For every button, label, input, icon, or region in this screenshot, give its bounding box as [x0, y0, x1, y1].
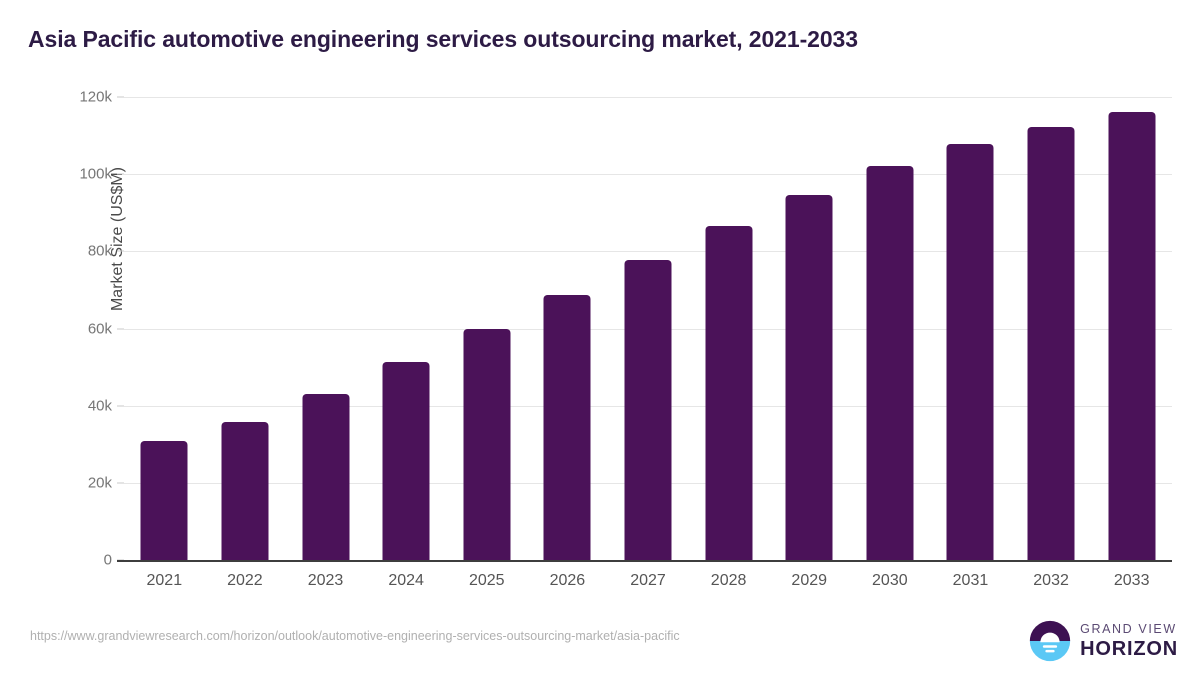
bar-2032[interactable]: [1027, 126, 1075, 560]
bar-2022[interactable]: [221, 421, 269, 560]
bar-band: [124, 97, 205, 560]
bar-2031[interactable]: [946, 144, 994, 560]
gridline: [124, 251, 1172, 253]
bar-band: [1011, 97, 1092, 560]
y-axis-tick-label: 100k: [79, 165, 112, 183]
x-axis-tick-label: 2033: [1113, 572, 1150, 589]
x-axis-tick-label: 2030: [872, 572, 908, 589]
x-axis-tick-label: 2022: [227, 572, 263, 589]
bar-band: [446, 97, 527, 560]
y-axis-tick-mark: [117, 173, 124, 175]
bar-2025[interactable]: [463, 328, 511, 560]
y-axis-tick-label: 0: [103, 551, 112, 569]
x-axis-line: [117, 560, 1172, 562]
y-axis-tick-label: 60k: [87, 320, 112, 337]
logo-top-text: GRAND VIEW: [1080, 621, 1177, 636]
bar-band: [1091, 97, 1172, 560]
x-axis-tick-label: 2024: [388, 572, 424, 589]
y-axis-tick-label: 120k: [79, 88, 112, 106]
x-axis-tick-label: 2027: [630, 572, 666, 589]
x-axis-tick-label: 2023: [307, 572, 344, 589]
logo-bottom-text: HORIZON: [1080, 638, 1178, 661]
gridline: [124, 97, 1172, 98]
gridline: [124, 174, 1172, 176]
bar-2026[interactable]: [543, 294, 591, 560]
y-axis-tick-label: 40k: [87, 397, 112, 415]
bar-band: [769, 97, 850, 560]
bar-band: [850, 97, 931, 560]
x-axis-tick-label: 2021: [146, 572, 183, 589]
bar-band: [527, 97, 608, 560]
x-axis-tick-label: 2028: [710, 572, 747, 589]
logo-wordmark: GRAND VIEW HORIZON: [1080, 623, 1178, 660]
bar-band: [205, 97, 286, 560]
bar-2027[interactable]: [624, 260, 672, 560]
y-axis-tick-mark: [117, 328, 124, 329]
bar-2028[interactable]: [705, 226, 753, 560]
bar-band: [366, 97, 447, 560]
bar-2024[interactable]: [382, 362, 430, 560]
x-axis-tick-label: 2032: [1033, 572, 1069, 589]
bar-2033[interactable]: [1108, 111, 1156, 560]
bar-2029[interactable]: [785, 194, 833, 560]
bar-series: [124, 97, 1172, 560]
y-axis-tick-label: 80k: [87, 242, 112, 260]
bar-2021[interactable]: [140, 441, 188, 560]
brand-logo: GRAND VIEW HORIZON: [1029, 620, 1178, 662]
x-axis-tick-label: 2026: [549, 572, 586, 589]
bar-band: [930, 97, 1011, 560]
source-url: https://www.grandviewresearch.com/horizo…: [30, 629, 680, 643]
y-axis-tick-mark: [117, 250, 124, 252]
page-title: Asia Pacific automotive engineering serv…: [28, 26, 858, 52]
x-axis-tick-label: 2025: [468, 572, 505, 589]
y-axis-tick-mark: [117, 482, 124, 484]
bar-band: [688, 97, 769, 560]
y-axis-tick-mark: [117, 96, 124, 98]
bar-2030[interactable]: [866, 166, 914, 560]
x-axis-tick-label: 2029: [791, 572, 828, 589]
bar-2023[interactable]: [302, 393, 350, 560]
bar-band: [285, 97, 366, 560]
y-axis-tick-mark: [117, 405, 124, 407]
horizon-logo-icon: [1030, 620, 1071, 662]
bar-band: [608, 97, 689, 560]
y-axis-tick-label: 20k: [87, 474, 112, 492]
x-axis-tick-label: 2031: [952, 572, 989, 589]
